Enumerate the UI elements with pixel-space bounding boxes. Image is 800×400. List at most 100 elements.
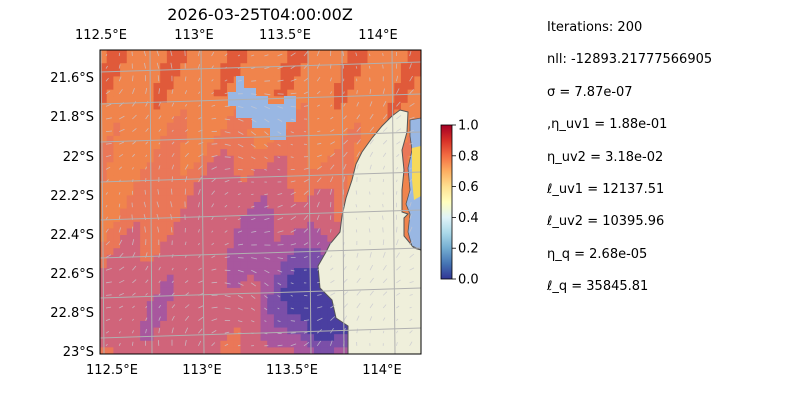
heatmap-cell (240, 129, 248, 137)
current-vector (171, 315, 175, 321)
heatmap-cell (240, 334, 248, 342)
heatmap-cell (293, 228, 302, 236)
heatmap-cell (407, 109, 415, 117)
heatmap-cell (173, 129, 181, 137)
heatmap-cell (267, 89, 275, 97)
heatmap-cell (293, 149, 302, 157)
heatmap-cell (106, 116, 114, 124)
colorbar-tick-labels: 0.00.20.40.60.81.0 (452, 119, 479, 288)
heatmap-cell (133, 301, 141, 309)
heatmap-cell (327, 162, 335, 170)
current-vector (250, 295, 256, 299)
heatmap-cell (160, 69, 168, 77)
heatmap-cell (166, 155, 174, 163)
heatmap-cell (133, 334, 141, 342)
heatmap-cell (253, 76, 261, 84)
heatmap-cell (213, 202, 221, 210)
heatmap-cell (146, 301, 154, 309)
current-vector (211, 255, 216, 258)
current-vector (396, 279, 401, 284)
heatmap-cell (293, 208, 302, 216)
current-vector (396, 191, 398, 195)
heatmap-cell (260, 248, 268, 256)
heatmap-cell (273, 261, 281, 269)
current-vector (145, 292, 148, 296)
heatmap-cell (314, 96, 322, 104)
heatmap-cell (307, 142, 315, 150)
heatmap-cell (280, 268, 288, 276)
heatmap-cell (200, 241, 208, 249)
heatmap-cell (287, 208, 295, 216)
heatmap-cell (180, 122, 188, 130)
grid-line-lat (100, 93, 421, 105)
heatmap-cell (227, 129, 235, 137)
current-vector (170, 50, 173, 57)
heatmap-cell (193, 109, 201, 117)
heatmap-cell (100, 155, 108, 163)
heatmap-cell (213, 241, 221, 249)
heatmap-cell (106, 175, 114, 183)
heatmap-cell (360, 56, 368, 64)
current-vector (330, 176, 334, 183)
heatmap-cell (200, 235, 208, 243)
heatmap-cell (280, 221, 288, 229)
current-vector (330, 228, 332, 233)
current-vector (277, 79, 284, 82)
heatmap-cell (160, 175, 168, 183)
heatmap-cell (200, 281, 208, 289)
heatmap-cell (280, 301, 288, 309)
heatmap-cell (113, 347, 121, 354)
current-vector (132, 128, 137, 132)
heatmap-cell (173, 109, 181, 117)
current-vector (251, 230, 257, 233)
heatmap-cell (233, 175, 241, 183)
heatmap-cell (247, 274, 255, 282)
current-vector (157, 226, 160, 233)
current-vector (211, 216, 214, 221)
heatmap-cell (173, 268, 181, 276)
heatmap-cell (414, 83, 421, 91)
heatmap-cell (113, 76, 121, 84)
heatmap-cell (227, 155, 235, 163)
heatmap-cell (140, 56, 148, 64)
heatmap-cell (153, 122, 161, 130)
current-vector (355, 229, 358, 233)
heatmap-cell (106, 129, 114, 137)
current-vector (369, 252, 372, 258)
heatmap-cell (173, 281, 181, 289)
current-vector (105, 294, 112, 296)
heatmap-cell (200, 116, 208, 124)
heatmap-cell (213, 314, 221, 322)
current-vector (409, 102, 415, 107)
heatmap-cell (273, 162, 281, 170)
current-vector (224, 307, 231, 310)
current-vector (237, 54, 241, 57)
current-vector (251, 80, 257, 82)
heatmap-cell (113, 109, 121, 117)
heatmap-cell (347, 89, 355, 97)
heatmap-cell (233, 135, 241, 143)
heatmap-cell (126, 274, 134, 282)
heatmap-cell (146, 314, 154, 322)
parameter-line: ℓ_q = 35845.81 (547, 279, 649, 295)
current-vector (132, 141, 136, 145)
heatmap-cell (153, 188, 161, 196)
heatmap-cell (193, 89, 201, 97)
heatmap-cell (100, 83, 108, 91)
heatmap-cell (354, 69, 362, 77)
heatmap-cell (160, 149, 168, 157)
heatmap-cell (400, 188, 409, 196)
current-vector (118, 166, 122, 170)
heatmap-cell (240, 314, 248, 322)
current-vector (330, 316, 336, 321)
heatmap-cell (253, 274, 261, 282)
heatmap-cell (314, 301, 322, 309)
heatmap-cell (160, 287, 168, 295)
heatmap-cell (133, 102, 141, 110)
current-vector (250, 118, 257, 123)
heatmap-cell (146, 307, 154, 315)
grid-line-lon (391, 50, 396, 354)
parameter-line: η_uv2 = 3.18e-02 (547, 149, 664, 165)
heatmap-cell (186, 248, 195, 256)
heatmap-cell (160, 76, 168, 84)
